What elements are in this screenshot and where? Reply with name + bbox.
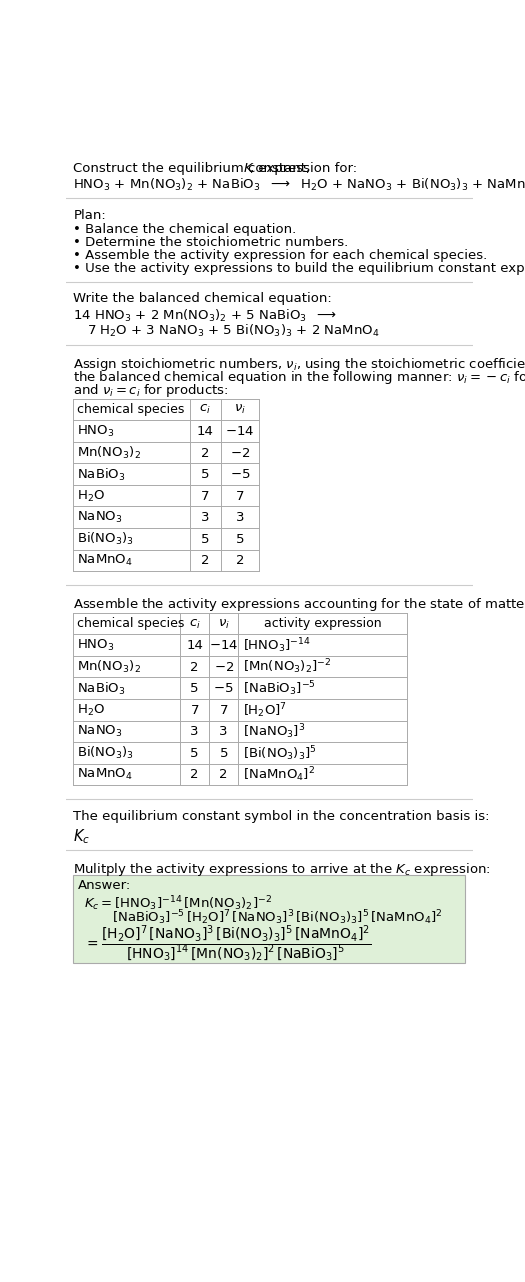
Text: $\nu_i$: $\nu_i$ — [218, 618, 230, 631]
Text: Assign stoichiometric numbers, $\nu_i$, using the stoichiometric coefficients, $: Assign stoichiometric numbers, $\nu_i$, … — [74, 355, 525, 373]
Text: chemical species: chemical species — [77, 404, 185, 417]
Text: 14: 14 — [197, 424, 214, 438]
Text: NaNO$_3$: NaNO$_3$ — [77, 724, 123, 740]
Text: Write the balanced chemical equation:: Write the balanced chemical equation: — [74, 292, 332, 305]
Text: [Mn(NO$_3$)$_2$]$^{-2}$: [Mn(NO$_3$)$_2$]$^{-2}$ — [243, 658, 331, 677]
Text: and $\nu_i = c_i$ for products:: and $\nu_i = c_i$ for products: — [74, 382, 229, 399]
Text: 2: 2 — [191, 660, 199, 673]
Text: $c_i$: $c_i$ — [189, 618, 201, 631]
Text: Assemble the activity expressions accounting for the state of matter and $\nu_i$: Assemble the activity expressions accoun… — [74, 596, 525, 613]
Text: $-$5: $-$5 — [230, 468, 250, 481]
Text: 2: 2 — [219, 768, 228, 782]
Text: 7: 7 — [191, 704, 199, 717]
Text: 5: 5 — [201, 533, 209, 546]
Text: [NaNO$_3$]$^3$: [NaNO$_3$]$^3$ — [243, 723, 306, 741]
Text: [HNO$_3$]$^{-14}$: [HNO$_3$]$^{-14}$ — [243, 636, 311, 655]
Text: 14 HNO$_3$ + 2 Mn(NO$_3$)$_2$ + 5 NaBiO$_3$  $\longrightarrow$: 14 HNO$_3$ + 2 Mn(NO$_3$)$_2$ + 5 NaBiO$… — [74, 308, 338, 324]
Text: 5: 5 — [236, 533, 244, 546]
Text: [H$_2$O]$^7$: [H$_2$O]$^7$ — [243, 701, 287, 719]
Text: 5: 5 — [191, 747, 199, 760]
Text: Mulitply the activity expressions to arrive at the $K_c$ expression:: Mulitply the activity expressions to arr… — [74, 860, 491, 878]
Text: $-$2: $-$2 — [230, 446, 250, 459]
Text: NaNO$_3$: NaNO$_3$ — [77, 510, 123, 526]
Text: $-$14: $-$14 — [209, 638, 238, 653]
Text: $c_i$: $c_i$ — [199, 404, 211, 417]
Text: 3: 3 — [191, 726, 199, 738]
Text: $K_c$: $K_c$ — [74, 827, 90, 846]
Text: Bi(NO$_3$)$_3$: Bi(NO$_3$)$_3$ — [77, 531, 134, 547]
Text: 7 H$_2$O + 3 NaNO$_3$ + 5 Bi(NO$_3$)$_3$ + 2 NaMnO$_4$: 7 H$_2$O + 3 NaNO$_3$ + 5 Bi(NO$_3$)$_3$… — [87, 323, 380, 340]
Text: 5: 5 — [191, 682, 199, 695]
Text: K: K — [244, 162, 253, 174]
Text: 7: 7 — [201, 490, 209, 503]
Text: 7: 7 — [219, 704, 228, 717]
Text: 7: 7 — [236, 490, 244, 503]
Text: [Bi(NO$_3$)$_3$]$^5$: [Bi(NO$_3$)$_3$]$^5$ — [243, 744, 317, 763]
Text: NaBiO$_3$: NaBiO$_3$ — [77, 681, 125, 696]
Text: 5: 5 — [219, 747, 228, 760]
Text: 14: 14 — [186, 638, 203, 653]
Text: , expression for:: , expression for: — [250, 162, 357, 174]
Text: $K_c = [\mathrm{HNO_3}]^{-14}\,[\mathrm{Mn(NO_3)_2}]^{-2}$: $K_c = [\mathrm{HNO_3}]^{-14}\,[\mathrm{… — [84, 895, 272, 913]
Text: NaMnO$_4$: NaMnO$_4$ — [77, 768, 133, 782]
Text: $-$2: $-$2 — [214, 660, 234, 673]
Text: [NaBiO$_3$]$^{-5}$: [NaBiO$_3$]$^{-5}$ — [243, 679, 316, 697]
Text: HNO$_3$: HNO$_3$ — [77, 638, 115, 653]
Text: • Balance the chemical equation.: • Balance the chemical equation. — [74, 223, 297, 236]
Text: Construct the equilibrium constant,: Construct the equilibrium constant, — [74, 162, 315, 174]
Text: Plan:: Plan: — [74, 209, 106, 222]
Text: H$_2$O: H$_2$O — [77, 488, 106, 504]
Text: The equilibrium constant symbol in the concentration basis is:: The equilibrium constant symbol in the c… — [74, 810, 490, 823]
Text: the balanced chemical equation in the following manner: $\nu_i = -c_i$ for react: the balanced chemical equation in the fo… — [74, 369, 525, 386]
Text: 3: 3 — [236, 512, 244, 524]
Text: Bi(NO$_3$)$_3$: Bi(NO$_3$)$_3$ — [77, 745, 134, 762]
Text: 2: 2 — [191, 768, 199, 782]
FancyBboxPatch shape — [74, 874, 465, 963]
Text: 5: 5 — [201, 468, 209, 481]
Text: $\nu_i$: $\nu_i$ — [234, 404, 246, 417]
Text: Mn(NO$_3$)$_2$: Mn(NO$_3$)$_2$ — [77, 445, 141, 462]
Text: 2: 2 — [201, 446, 209, 459]
Text: $-$5: $-$5 — [214, 682, 234, 695]
Text: 3: 3 — [219, 726, 228, 738]
Text: • Determine the stoichiometric numbers.: • Determine the stoichiometric numbers. — [74, 236, 349, 249]
Text: NaBiO$_3$: NaBiO$_3$ — [77, 467, 125, 482]
Text: • Assemble the activity expression for each chemical species.: • Assemble the activity expression for e… — [74, 249, 488, 263]
Text: $-$14: $-$14 — [225, 424, 255, 438]
Text: H$_2$O: H$_2$O — [77, 703, 106, 718]
Text: HNO$_3$: HNO$_3$ — [77, 424, 115, 438]
Text: $[\mathrm{NaBiO_3}]^{-5}\,[\mathrm{H_2O}]^{7}\,[\mathrm{NaNO_3}]^{3}\,[\mathrm{B: $[\mathrm{NaBiO_3}]^{-5}\,[\mathrm{H_2O}… — [112, 909, 443, 927]
Text: 2: 2 — [201, 554, 209, 568]
Text: Answer:: Answer: — [78, 879, 131, 892]
Text: $= \dfrac{[\mathrm{H_2O}]^{7}\,[\mathrm{NaNO_3}]^{3}\,[\mathrm{Bi(NO_3)_3}]^{5}\: $= \dfrac{[\mathrm{H_2O}]^{7}\,[\mathrm{… — [84, 924, 371, 964]
Text: • Use the activity expressions to build the equilibrium constant expression.: • Use the activity expressions to build … — [74, 263, 525, 276]
Text: HNO$_3$ + Mn(NO$_3$)$_2$ + NaBiO$_3$  $\longrightarrow$  H$_2$O + NaNO$_3$ + Bi(: HNO$_3$ + Mn(NO$_3$)$_2$ + NaBiO$_3$ $\l… — [74, 177, 525, 194]
Text: [NaMnO$_4$]$^2$: [NaMnO$_4$]$^2$ — [243, 765, 315, 785]
Text: Mn(NO$_3$)$_2$: Mn(NO$_3$)$_2$ — [77, 659, 141, 676]
Text: activity expression: activity expression — [264, 618, 381, 631]
Text: 3: 3 — [201, 512, 209, 524]
Text: NaMnO$_4$: NaMnO$_4$ — [77, 554, 133, 568]
Text: 2: 2 — [236, 554, 244, 568]
Text: chemical species: chemical species — [77, 618, 185, 631]
